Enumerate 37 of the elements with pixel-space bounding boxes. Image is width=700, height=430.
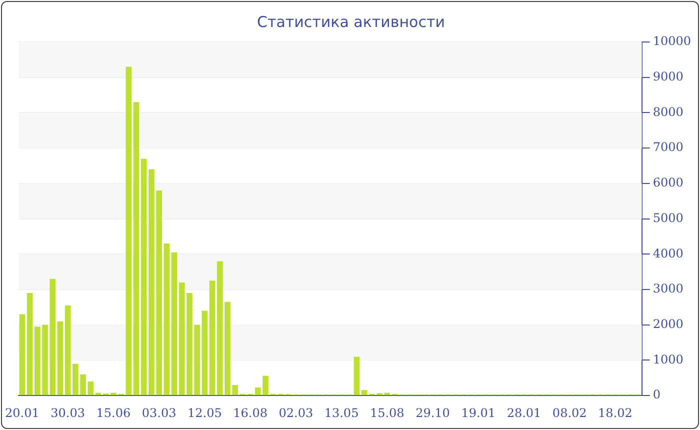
x-tick-label: 30.03 [50, 406, 86, 420]
y-tick-label: 8000 [652, 104, 684, 119]
bar [57, 321, 64, 396]
x-tick-label: 16.08 [233, 406, 268, 420]
x-tick-label: 29.10 [416, 406, 450, 420]
x-tick-label: 19.01 [461, 406, 496, 420]
x-tick-label: 02.03 [278, 406, 314, 420]
bar [209, 280, 216, 396]
x-tick-label: 20.01 [5, 406, 40, 420]
y-tick-label: 3000 [652, 282, 684, 296]
bar [354, 356, 360, 396]
bar [202, 310, 208, 396]
chart-title: Статистика активности [257, 12, 445, 31]
y-tick-label: 0 [652, 388, 660, 402]
bar [19, 314, 26, 396]
bar [164, 244, 170, 396]
bar [171, 252, 178, 396]
y-tick-label: 4000 [652, 246, 684, 260]
bar [361, 390, 368, 396]
x-tick-label: 28.01 [506, 406, 542, 420]
y-tick-label: 2000 [652, 317, 684, 332]
y-tick-label: 7000 [652, 140, 684, 154]
bar [133, 102, 140, 396]
bar [64, 305, 71, 396]
x-tick-label: 15.06 [96, 406, 131, 420]
x-tick-label: 03.03 [142, 406, 176, 420]
x-tick-label: 15.08 [370, 406, 404, 420]
y-tick-label: 6000 [652, 176, 684, 190]
x-tick-label: 13.05 [324, 406, 359, 420]
y-tick-label: 1000 [652, 352, 684, 366]
x-tick-label: 12.05 [187, 406, 222, 420]
y-tick-label: 9000 [652, 69, 684, 84]
x-tick-label: 08.02 [552, 406, 587, 420]
x-tick-label: 18.02 [598, 406, 632, 420]
y-tick-label: 5000 [652, 210, 684, 225]
y-tick-label: 10000 [652, 34, 692, 48]
bar [26, 293, 33, 396]
